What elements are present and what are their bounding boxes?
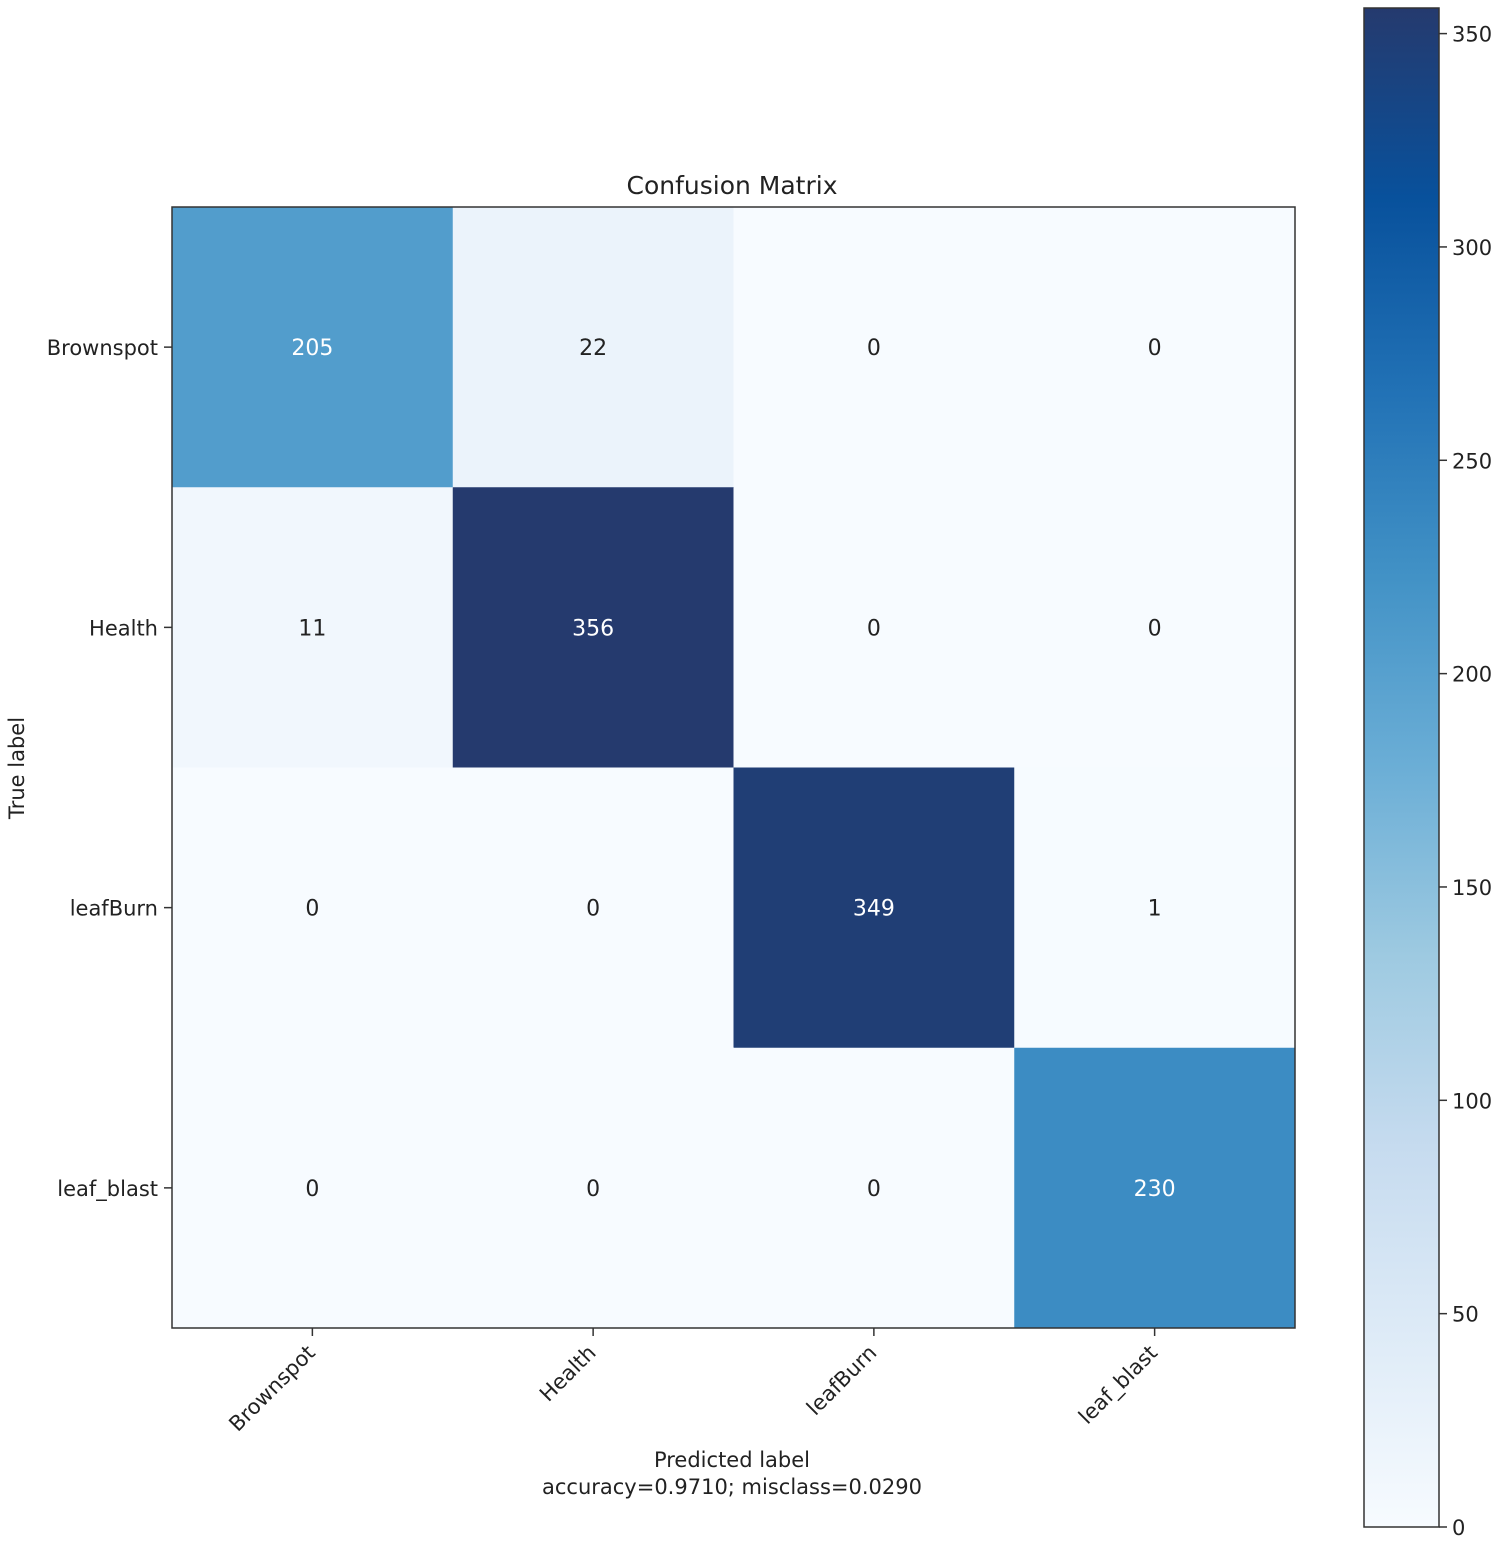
colorbar-tick-label: 300 <box>1452 236 1492 260</box>
chart-title: Confusion Matrix <box>626 171 837 200</box>
cell-value: 0 <box>867 336 881 361</box>
colorbar-ticks: 0 50 100 150 200 250 300 350 <box>1439 23 1492 1540</box>
heatmap-cell <box>172 767 454 1049</box>
heatmap-cell-labels: 205 22 0 0 11 356 0 0 0 0 349 1 0 0 0 230 <box>291 336 1175 1202</box>
colorbar-tick-label: 250 <box>1452 449 1492 473</box>
heatmap-cell <box>172 1047 454 1329</box>
heatmap-cell <box>172 487 454 768</box>
heatmap-cell <box>733 767 1015 1049</box>
cell-value: 205 <box>291 336 333 361</box>
x-tick-label: leaf_blast <box>1074 1341 1163 1430</box>
accuracy-summary: accuracy=0.9710; misclass=0.0290 <box>542 1475 922 1499</box>
heatmap-cells <box>172 207 1296 1329</box>
x-tick-label: Health <box>535 1341 601 1407</box>
cell-value: 0 <box>586 1177 600 1202</box>
colorbar-tick-label: 350 <box>1452 23 1492 47</box>
x-tick-label: leafBurn <box>802 1341 881 1420</box>
heatmap-cell <box>1014 487 1296 768</box>
cell-value: 356 <box>572 616 614 641</box>
x-axis-ticks: Brownspot Health leafBurn leaf_blast <box>224 1328 1163 1436</box>
colorbar-tick-label: 150 <box>1452 876 1492 900</box>
plot-frame <box>171 206 1296 1329</box>
heatmap-cell <box>1014 1047 1296 1329</box>
y-tick-label: Brownspot <box>47 336 158 360</box>
colorbar-tick-label: 200 <box>1452 663 1492 687</box>
cell-value: 0 <box>305 897 319 922</box>
colorbar-tick-label: 100 <box>1452 1089 1492 1113</box>
colorbar-tick-label: 0 <box>1452 1516 1465 1540</box>
heatmap-cell <box>452 207 734 488</box>
y-tick-label: leafBurn <box>70 897 158 921</box>
heatmap-cell <box>733 487 1015 768</box>
cell-value: 0 <box>305 1177 319 1202</box>
heatmap-cell <box>452 487 734 768</box>
heatmap-cell <box>172 207 454 488</box>
y-tick-label: leaf_blast <box>57 1177 158 1202</box>
cell-value: 0 <box>1148 616 1162 641</box>
x-axis-label: Predicted label <box>654 1448 810 1472</box>
cell-value: 0 <box>1148 336 1162 361</box>
heatmap-cell <box>1014 207 1296 488</box>
cell-value: 230 <box>1134 1177 1176 1202</box>
heatmap-cell <box>733 1047 1015 1329</box>
cell-value: 11 <box>298 616 326 641</box>
y-axis-ticks: Brownspot Health leafBurn leaf_blast <box>47 336 172 1202</box>
cell-value: 22 <box>579 336 607 361</box>
y-axis-label: True label <box>5 717 29 820</box>
cell-value: 349 <box>853 897 895 922</box>
x-tick-label: Brownspot <box>224 1341 320 1437</box>
y-tick-label: Health <box>89 616 158 640</box>
colorbar-tick-label: 50 <box>1452 1303 1479 1327</box>
cell-value: 1 <box>1148 897 1162 922</box>
heatmap-cell <box>452 1047 734 1329</box>
heatmap-cell <box>733 207 1015 488</box>
cell-value: 0 <box>586 897 600 922</box>
cell-value: 0 <box>867 616 881 641</box>
colorbar <box>1363 7 1440 1528</box>
cell-value: 0 <box>867 1177 881 1202</box>
heatmap-cell <box>452 767 734 1049</box>
heatmap-cell <box>1014 767 1296 1049</box>
